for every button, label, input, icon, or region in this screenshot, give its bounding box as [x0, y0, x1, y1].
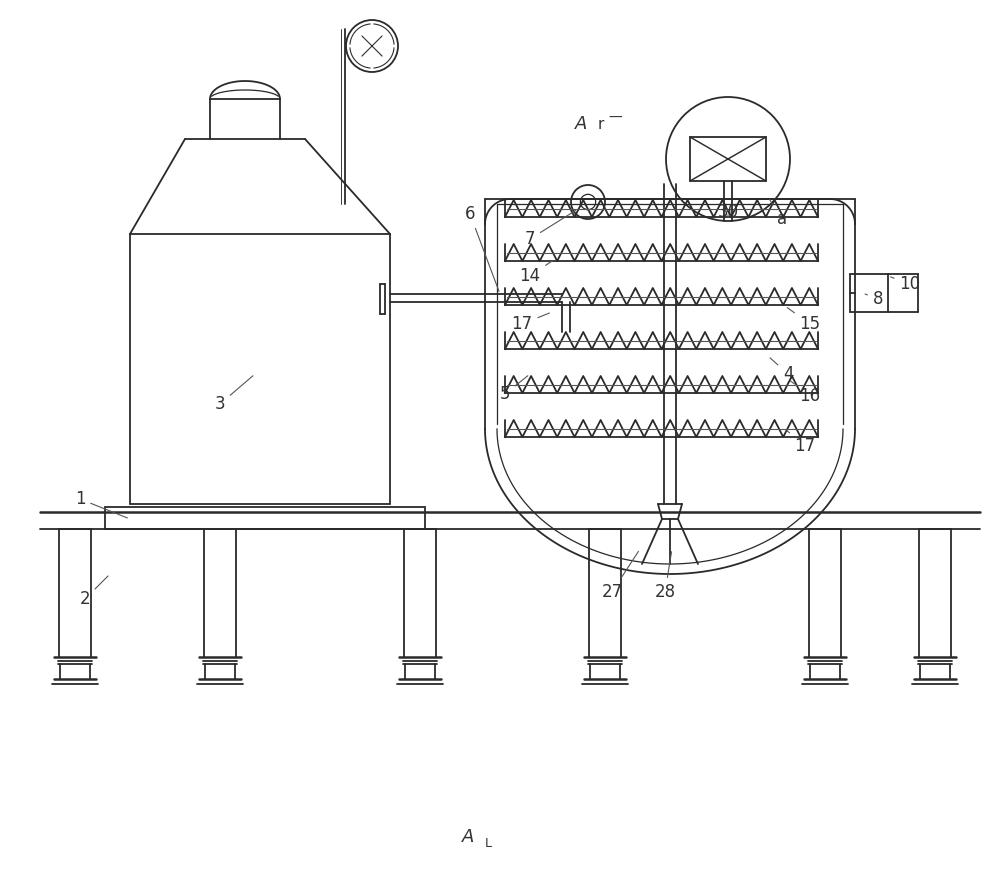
Text: 2: 2: [80, 576, 108, 608]
Text: 28: 28: [654, 552, 676, 601]
Text: 14: 14: [519, 261, 553, 285]
Text: 5: 5: [500, 376, 528, 403]
Text: r: r: [598, 117, 604, 132]
Text: 6: 6: [465, 205, 499, 292]
Text: 17: 17: [787, 431, 816, 455]
Text: 3: 3: [215, 376, 253, 413]
Text: 27: 27: [601, 552, 638, 601]
Text: 10: 10: [891, 275, 921, 293]
Text: 17: 17: [511, 313, 549, 333]
Text: 16: 16: [790, 381, 821, 405]
Text: 8: 8: [865, 290, 883, 308]
Text: 15: 15: [787, 308, 821, 333]
Text: A: A: [462, 828, 474, 846]
Text: 1: 1: [75, 490, 127, 518]
Bar: [130, 234, 390, 504]
Circle shape: [571, 185, 605, 219]
Bar: [850, 274, 888, 312]
Bar: [105, 507, 425, 529]
Bar: [690, 137, 766, 181]
Text: A: A: [575, 115, 587, 133]
Circle shape: [666, 97, 790, 221]
Text: L: L: [485, 837, 492, 850]
Text: 7: 7: [525, 210, 576, 248]
Text: 4: 4: [770, 358, 793, 383]
Circle shape: [580, 194, 596, 210]
Circle shape: [346, 20, 398, 72]
Text: a: a: [769, 200, 787, 228]
Text: 30: 30: [717, 203, 739, 221]
Text: —: —: [608, 111, 622, 125]
